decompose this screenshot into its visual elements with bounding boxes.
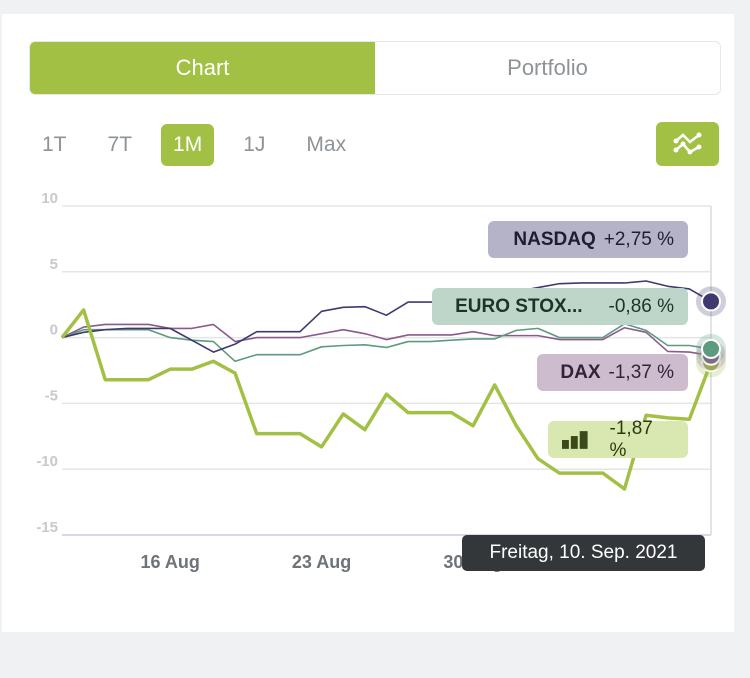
y-tick-label: 5 bbox=[50, 256, 58, 273]
legend-nasdaq-name: NASDAQ bbox=[513, 228, 596, 250]
series-line-nasdaq bbox=[61, 280, 712, 353]
range-1t[interactable]: 1T bbox=[42, 133, 67, 156]
legend-euro-name: EURO STOX... bbox=[455, 295, 583, 317]
y-tick-label: -15 bbox=[36, 519, 58, 536]
y-tick-label: -10 bbox=[36, 453, 58, 470]
range-1m[interactable]: 1M bbox=[161, 124, 215, 166]
legend-portfolio: -1,87 % bbox=[548, 418, 688, 461]
legend-nasdaq-value: +2,75 % bbox=[603, 228, 674, 250]
tab-portfolio[interactable]: Portfolio bbox=[507, 55, 588, 80]
legend-dax-name: DAX bbox=[560, 361, 601, 383]
tab-chart[interactable]: Chart bbox=[30, 42, 375, 94]
legend-portfolio-value: -1,87 % bbox=[609, 417, 653, 461]
end-point-nasdaq bbox=[701, 291, 721, 312]
y-tick-label: 10 bbox=[41, 190, 58, 207]
legend-dax: DAX -1,37 % bbox=[537, 354, 688, 391]
y-tick-label: 0 bbox=[50, 322, 58, 339]
x-tick-label: 16 Aug bbox=[140, 552, 199, 572]
legend-euro-value: -0,86 % bbox=[608, 295, 674, 317]
legend-dax-value: -1,37 % bbox=[608, 361, 674, 383]
series-line-portfolio bbox=[60, 308, 713, 491]
series-line-euro bbox=[61, 322, 712, 363]
range-7t[interactable]: 7T bbox=[107, 133, 133, 156]
legend-nasdaq: NASDAQ +2,75 % bbox=[488, 221, 688, 258]
compare-button[interactable] bbox=[656, 122, 719, 166]
range-selector: 1T 7T 1M 1J Max bbox=[30, 124, 375, 166]
legend-euro-stoxx: EURO STOX... -0,86 % bbox=[432, 288, 688, 325]
end-point-euro bbox=[701, 338, 721, 359]
date-tooltip: Freitag, 10. Sep. 2021 bbox=[462, 535, 705, 571]
range-1j[interactable]: 1J bbox=[243, 133, 266, 156]
bar-chart-icon bbox=[562, 430, 588, 449]
y-tick-label: -5 bbox=[45, 387, 58, 404]
compare-chart-icon bbox=[673, 132, 701, 155]
view-tabs: Chart Portfolio bbox=[29, 41, 721, 95]
x-tick-label: 23 Aug bbox=[292, 552, 351, 572]
range-max[interactable]: Max bbox=[306, 133, 347, 156]
